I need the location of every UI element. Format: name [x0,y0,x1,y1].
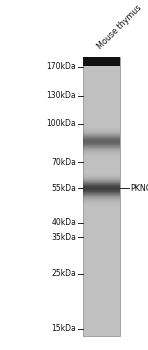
FancyBboxPatch shape [83,57,120,336]
Bar [83,181,120,182]
Bar [83,133,120,134]
Bar [83,205,120,206]
Bar [83,131,120,132]
Text: 40kDa: 40kDa [51,218,76,228]
Bar [83,195,120,196]
Bar [83,199,120,200]
Bar [83,202,120,203]
Bar [83,187,120,188]
Bar [83,139,120,140]
Bar [83,158,120,159]
Bar [83,180,120,181]
Bar [83,157,120,158]
Bar [83,176,120,177]
Bar [83,137,120,138]
Bar [83,151,120,152]
Bar [83,178,120,179]
Text: 15kDa: 15kDa [51,324,76,333]
Bar [83,156,120,157]
Bar [83,191,120,192]
Bar [83,179,120,180]
Bar [83,141,120,142]
Bar [83,189,120,190]
Bar [83,146,120,147]
Bar [83,177,120,178]
Text: 170kDa: 170kDa [47,62,76,71]
Text: 55kDa: 55kDa [51,184,76,193]
Bar [83,140,120,141]
Bar [83,150,120,151]
Bar [83,128,120,129]
Text: 130kDa: 130kDa [47,91,76,100]
Bar [83,138,120,139]
Bar [83,183,120,184]
Bar [83,132,120,133]
Text: 25kDa: 25kDa [51,269,76,278]
Bar [83,184,120,185]
Bar [83,155,120,156]
Bar [83,174,120,175]
Bar [83,175,120,176]
Bar [83,153,120,154]
Bar [83,185,120,186]
Bar [83,206,120,207]
Bar [83,129,120,130]
Bar [83,148,120,149]
Bar [83,186,120,187]
Bar [83,182,120,183]
Bar [83,194,120,195]
Bar [83,152,120,153]
Bar [83,201,120,202]
Bar [83,204,120,205]
Text: 35kDa: 35kDa [51,233,76,242]
Bar [83,173,120,174]
Bar [83,197,120,198]
Bar [83,196,120,197]
Bar [83,134,120,135]
Bar [83,135,120,136]
Bar [83,198,120,199]
Bar [83,130,120,131]
Bar [83,200,120,201]
Bar [83,188,120,189]
Text: 70kDa: 70kDa [51,158,76,167]
Bar [83,136,120,137]
Text: Mouse thymus: Mouse thymus [96,3,143,51]
Bar [83,154,120,155]
Bar [83,203,120,204]
Text: PKNOX1: PKNOX1 [131,184,148,193]
Bar [83,57,120,66]
Bar [83,144,120,145]
Bar [83,149,120,150]
Text: 100kDa: 100kDa [47,119,76,128]
Bar [83,142,120,143]
Bar [83,145,120,146]
Bar [83,193,120,194]
Bar [83,190,120,191]
Bar [83,147,120,148]
